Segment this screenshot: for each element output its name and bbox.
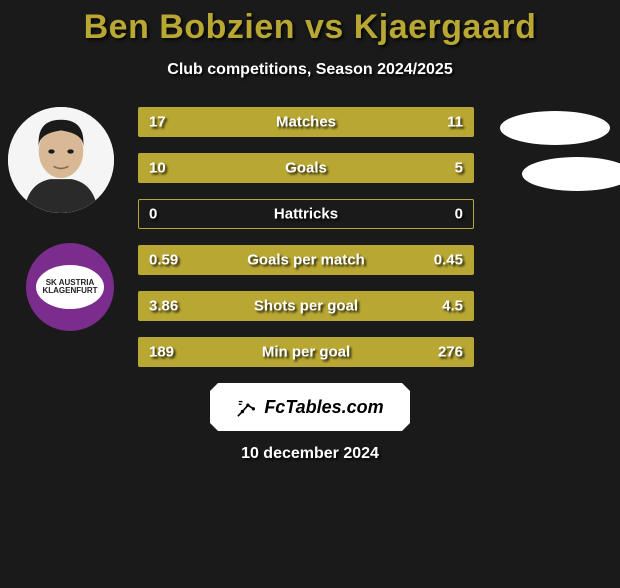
branding-text: FcTables.com [264,397,383,418]
decorative-pill [522,157,620,191]
decorative-pill [500,111,610,145]
branding-logo-icon [236,396,258,418]
chart-area: SK AUSTRIA KLAGENFURT 1711Matches 105Goal… [0,107,620,367]
club-badge-label: SK AUSTRIA KLAGENFURT [36,265,104,309]
comparison-row: 0.590.45Goals per match [138,245,474,275]
row-label: Matches [139,114,473,131]
row-label: Shots per goal [139,298,473,315]
comparison-row: 105Goals [138,153,474,183]
row-label: Goals per match [139,252,473,269]
player-avatar [8,107,114,213]
row-label: Goals [139,160,473,177]
comparison-row: 189276Min per goal [138,337,474,367]
row-label: Hattricks [139,206,473,223]
club-badge: SK AUSTRIA KLAGENFURT [26,243,114,331]
comparison-rows: 1711Matches 105Goals 00Hattricks 0.590.45Go… [138,107,474,367]
comparison-subtitle: Club competitions, Season 2024/2025 [0,61,620,79]
snapshot-date: 10 december 2024 [0,445,620,463]
comparison-row: 3.864.5Shots per goal [138,291,474,321]
comparison-row: 00Hattricks [138,199,474,229]
comparison-row: 1711Matches [138,107,474,137]
branding-banner: FcTables.com [210,383,410,431]
comparison-title: Ben Bobzien vs Kjaergaard [0,8,620,47]
row-label: Min per goal [139,344,473,361]
